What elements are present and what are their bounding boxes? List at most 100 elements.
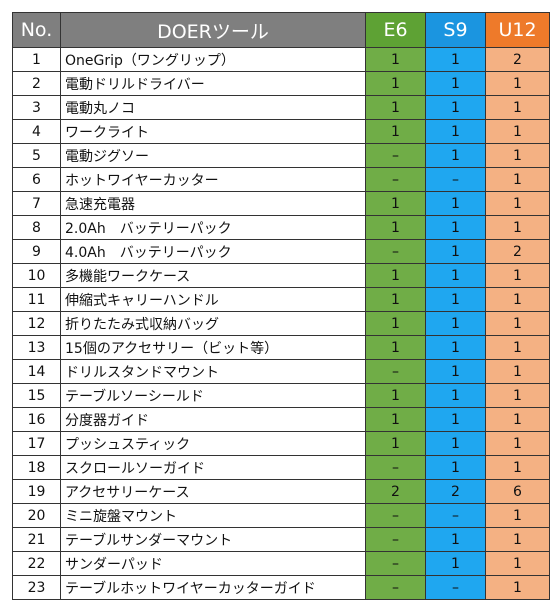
- cell-name: ミニ旋盤マウント: [60, 503, 366, 528]
- cell-no: 12: [12, 311, 61, 336]
- cell-e6: –: [365, 359, 426, 384]
- cell-s9: 1: [425, 119, 486, 144]
- table-row: 19 アクセサリーケース 2 2 6: [12, 479, 550, 504]
- cell-e6: –: [365, 239, 426, 264]
- cell-u12: 1: [485, 527, 550, 552]
- cell-no: 11: [12, 287, 61, 312]
- cell-u12: 2: [485, 47, 550, 72]
- cell-no: 14: [12, 359, 61, 384]
- cell-s9: 1: [425, 359, 486, 384]
- cell-u12: 1: [485, 191, 550, 216]
- cell-s9: 1: [425, 191, 486, 216]
- cell-no: 4: [12, 119, 61, 144]
- cell-no: 10: [12, 263, 61, 288]
- cell-s9: 1: [425, 311, 486, 336]
- cell-e6: –: [365, 455, 426, 480]
- cell-no: 2: [12, 71, 61, 96]
- cell-no: 1: [12, 47, 61, 72]
- cell-name: スクロールソーガイド: [60, 455, 366, 480]
- cell-name: 電動ドリルドライバー: [60, 71, 366, 96]
- cell-no: 21: [12, 527, 61, 552]
- cell-s9: 1: [425, 263, 486, 288]
- cell-no: 7: [12, 191, 61, 216]
- tool-table: No. DOERツール E6 S9 U12 1 OneGrip（ワングリップ） 1 1 2 2 電動…: [12, 12, 550, 600]
- cell-no: 13: [12, 335, 61, 360]
- cell-name: 折りたたみ式収納バッグ: [60, 311, 366, 336]
- header-cell: No.: [12, 12, 61, 48]
- cell-no: 16: [12, 407, 61, 432]
- cell-u12: 1: [485, 335, 550, 360]
- table-row: 8 2.0Ah バッテリーパック 1 1 1: [12, 215, 550, 240]
- header-cell: S9: [425, 12, 486, 48]
- cell-no: 22: [12, 551, 61, 576]
- cell-name: ホットワイヤーカッター: [60, 167, 366, 192]
- cell-e6: 1: [365, 47, 426, 72]
- cell-e6: 1: [365, 119, 426, 144]
- cell-e6: 1: [365, 263, 426, 288]
- table-row: 12 折りたたみ式収納バッグ 1 1 1: [12, 311, 550, 336]
- cell-e6: –: [365, 503, 426, 528]
- cell-s9: 1: [425, 527, 486, 552]
- cell-e6: 1: [365, 215, 426, 240]
- cell-s9: 1: [425, 71, 486, 96]
- cell-name: テーブルサンダーマウント: [60, 527, 366, 552]
- cell-no: 23: [12, 575, 61, 600]
- cell-u12: 1: [485, 71, 550, 96]
- cell-s9: 1: [425, 143, 486, 168]
- table-row: 5 電動ジグソー –1 1: [12, 143, 550, 168]
- cell-u12: 1: [485, 431, 550, 456]
- cell-no: 9: [12, 239, 61, 264]
- cell-e6: 1: [365, 431, 426, 456]
- cell-u12: 1: [485, 263, 550, 288]
- cell-name: 4.0Ah バッテリーパック: [60, 239, 366, 264]
- cell-e6: 1: [365, 407, 426, 432]
- cell-e6: –: [365, 143, 426, 168]
- table-row: 18 スクロールソーガイド –1 1: [12, 455, 550, 480]
- table-row: 7 急速充電器 1 1 1: [12, 191, 550, 216]
- cell-name: ワークライト: [60, 119, 366, 144]
- cell-name: ドリルスタンドマウント: [60, 359, 366, 384]
- cell-name: 15個のアクセサリー（ビット等）: [60, 335, 366, 360]
- cell-no: 17: [12, 431, 61, 456]
- cell-e6: 1: [365, 311, 426, 336]
- table-row: 2 電動ドリルドライバー 1 1 1: [12, 71, 550, 96]
- header-cell: E6: [365, 12, 426, 48]
- cell-name: テーブルソーシールド: [60, 383, 366, 408]
- cell-e6: –: [365, 527, 426, 552]
- cell-e6: 1: [365, 335, 426, 360]
- table-row: 13 15個のアクセサリー（ビット等） 1 1 1: [12, 335, 550, 360]
- cell-u12: 1: [485, 119, 550, 144]
- cell-u12: 1: [485, 95, 550, 120]
- table-row: 15 テーブルソーシールド 1 1 1: [12, 383, 550, 408]
- cell-name: 電動丸ノコ: [60, 95, 366, 120]
- cell-s9: 1: [425, 239, 486, 264]
- cell-e6: 1: [365, 383, 426, 408]
- cell-s9: –: [425, 575, 486, 600]
- cell-u12: 1: [485, 287, 550, 312]
- cell-no: 5: [12, 143, 61, 168]
- cell-u12: 1: [485, 503, 550, 528]
- cell-name: テーブルホットワイヤーカッターガイド: [60, 575, 366, 600]
- cell-name: 2.0Ah バッテリーパック: [60, 215, 366, 240]
- cell-s9: 2: [425, 479, 486, 504]
- cell-u12: 1: [485, 167, 550, 192]
- cell-s9: 1: [425, 47, 486, 72]
- cell-e6: –: [365, 551, 426, 576]
- cell-no: 20: [12, 503, 61, 528]
- cell-e6: 2: [365, 479, 426, 504]
- table-row: 4 ワークライト 1 1 1: [12, 119, 550, 144]
- table-row: 16 分度器ガイド 1 1 1: [12, 407, 550, 432]
- cell-u12: 1: [485, 407, 550, 432]
- cell-u12: 6: [485, 479, 550, 504]
- cell-s9: 1: [425, 407, 486, 432]
- cell-name: プッシュスティック: [60, 431, 366, 456]
- header-row: No. DOERツール E6 S9 U12: [12, 12, 550, 48]
- cell-name: 電動ジグソー: [60, 143, 366, 168]
- cell-s9: 1: [425, 287, 486, 312]
- cell-name: OneGrip（ワングリップ）: [60, 47, 366, 72]
- cell-u12: 1: [485, 575, 550, 600]
- cell-u12: 1: [485, 455, 550, 480]
- cell-u12: 1: [485, 551, 550, 576]
- table-row: 3 電動丸ノコ 1 1 1: [12, 95, 550, 120]
